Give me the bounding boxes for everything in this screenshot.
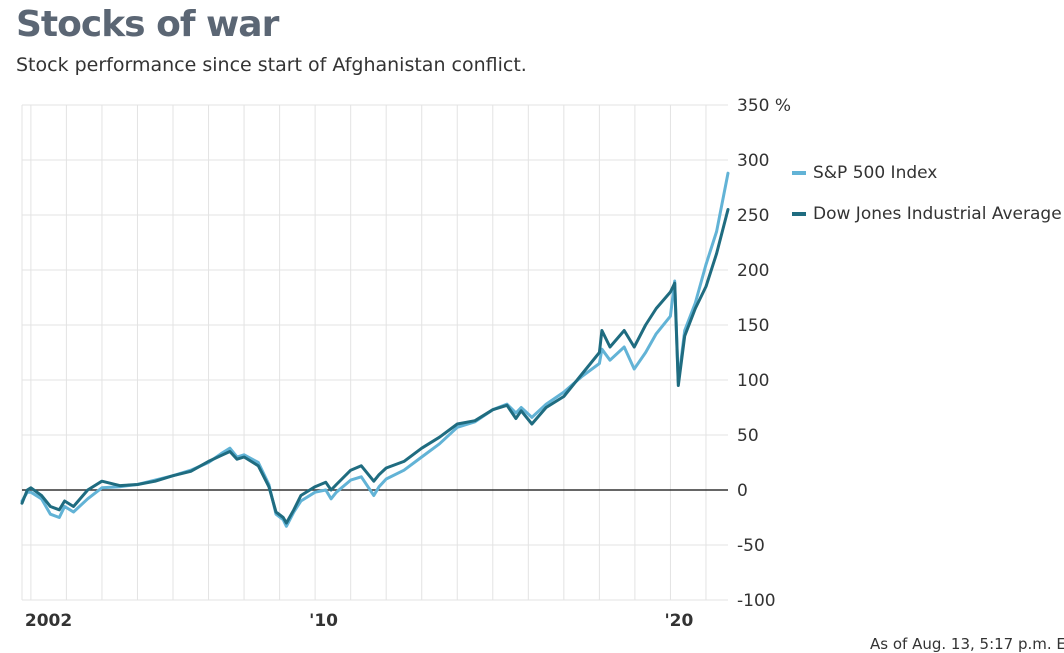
legend-item-dow[interactable]: Dow Jones Industrial Average <box>792 201 1062 227</box>
y-tick-label: 250 <box>737 206 769 226</box>
y-tick-label: 300 <box>737 151 769 171</box>
legend-label-sp500: S&P 500 Index <box>813 163 938 183</box>
x-tick-label: '20 <box>664 611 693 631</box>
axis-layer: 350 % 300 250 200 150 100 50 0 -50 -100 2002 '10 '20 <box>22 96 791 631</box>
series-line-sp500 <box>20 171 730 528</box>
legend-item-sp500[interactable]: S&P 500 Index <box>792 160 1062 186</box>
y-tick-label: -50 <box>737 536 765 556</box>
legend-swatch-dow <box>792 212 806 216</box>
y-tick-label: 350 % <box>737 96 791 116</box>
y-tick-label: 50 <box>737 426 759 446</box>
series-layer <box>20 171 730 528</box>
grid-layer <box>21 104 728 601</box>
y-tick-label: 150 <box>737 316 769 336</box>
y-tick-label: 100 <box>737 371 769 391</box>
legend-label-dow: Dow Jones Industrial Average <box>813 204 1062 224</box>
legend: S&P 500 Index Dow Jones Industrial Avera… <box>792 160 1062 242</box>
y-tick-label: -100 <box>737 591 776 611</box>
chart-title: Stocks of war <box>16 4 279 45</box>
y-tick-label: 0 <box>737 481 748 501</box>
timestamp-note: As of Aug. 13, 5:17 p.m. ET <box>870 635 1064 653</box>
series-line-dow <box>20 208 730 525</box>
x-tick-label: 2002 <box>25 611 72 631</box>
y-tick-label: 200 <box>737 261 769 281</box>
x-tick-label: '10 <box>309 611 338 631</box>
legend-swatch-sp500 <box>792 171 806 175</box>
chart-subtitle: Stock performance since start of Afghani… <box>16 54 527 76</box>
